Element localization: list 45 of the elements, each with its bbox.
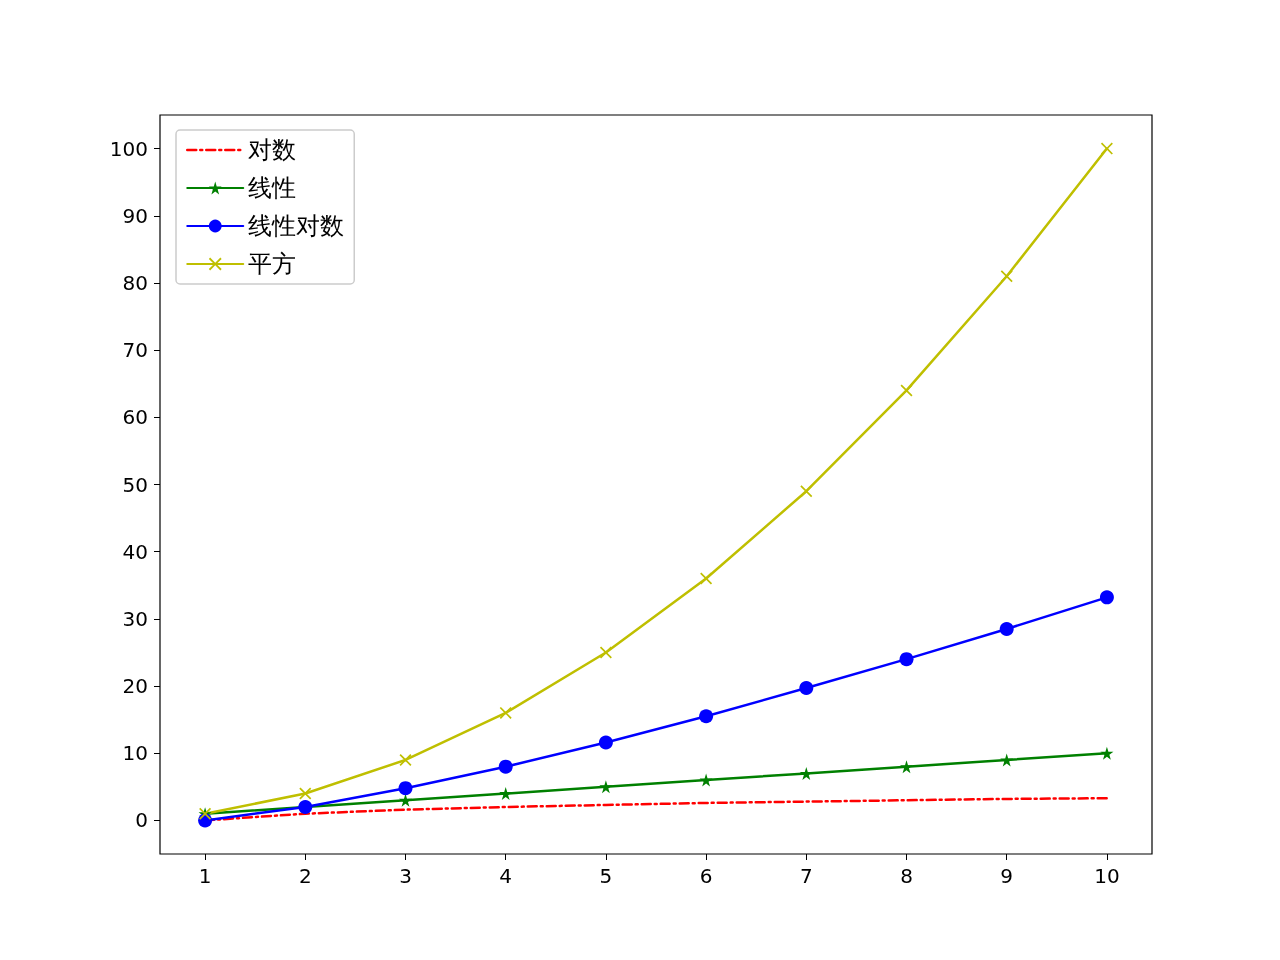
- point: [599, 780, 613, 794]
- x-tick-label: 5: [599, 864, 613, 888]
- x-tick-label: 2: [298, 864, 312, 888]
- point: [398, 781, 413, 796]
- point: [999, 621, 1014, 636]
- legend-label: 线性: [248, 174, 297, 202]
- legend-label: 对数: [248, 136, 297, 164]
- point: [699, 709, 714, 724]
- point: [900, 760, 914, 774]
- point: [299, 787, 312, 800]
- point: [799, 766, 813, 780]
- x-tick-label: 1: [198, 864, 212, 888]
- x-tick-label: 8: [900, 864, 913, 888]
- point: [800, 485, 813, 498]
- point: [1000, 270, 1013, 283]
- x-tick-label: 4: [499, 864, 513, 888]
- point: [1099, 590, 1114, 605]
- y-tick-label: 50: [122, 472, 148, 497]
- point: [900, 384, 913, 397]
- x-tick-label: 9: [1000, 864, 1014, 888]
- point: [398, 793, 412, 807]
- y-tick-label: 70: [122, 338, 148, 363]
- point: [799, 681, 814, 696]
- point: [1100, 746, 1114, 760]
- x-tick-label: 7: [799, 864, 813, 888]
- y-tick-label: 30: [122, 606, 148, 631]
- y-tick-label: 80: [122, 270, 148, 295]
- point: [899, 652, 914, 667]
- y-tick-label: 40: [122, 539, 148, 564]
- y-tick-label: 10: [122, 741, 148, 766]
- point: [598, 735, 613, 750]
- y-tick-label: 100: [109, 136, 148, 161]
- legend-label: 线性对数: [248, 212, 345, 240]
- y-tick-label: 0: [135, 808, 148, 833]
- x-tick-label: 6: [699, 864, 713, 888]
- legend-label: 平方: [248, 250, 297, 278]
- y-tick-label: 90: [122, 203, 148, 228]
- y-tick-label: 60: [122, 405, 148, 430]
- point: [1000, 753, 1014, 767]
- point: [499, 787, 513, 801]
- point: [699, 773, 713, 787]
- point: [498, 759, 513, 774]
- y-tick-label: 20: [122, 674, 148, 699]
- x-tick-label: 3: [399, 864, 412, 888]
- x-tick-label: 10: [1094, 864, 1120, 888]
